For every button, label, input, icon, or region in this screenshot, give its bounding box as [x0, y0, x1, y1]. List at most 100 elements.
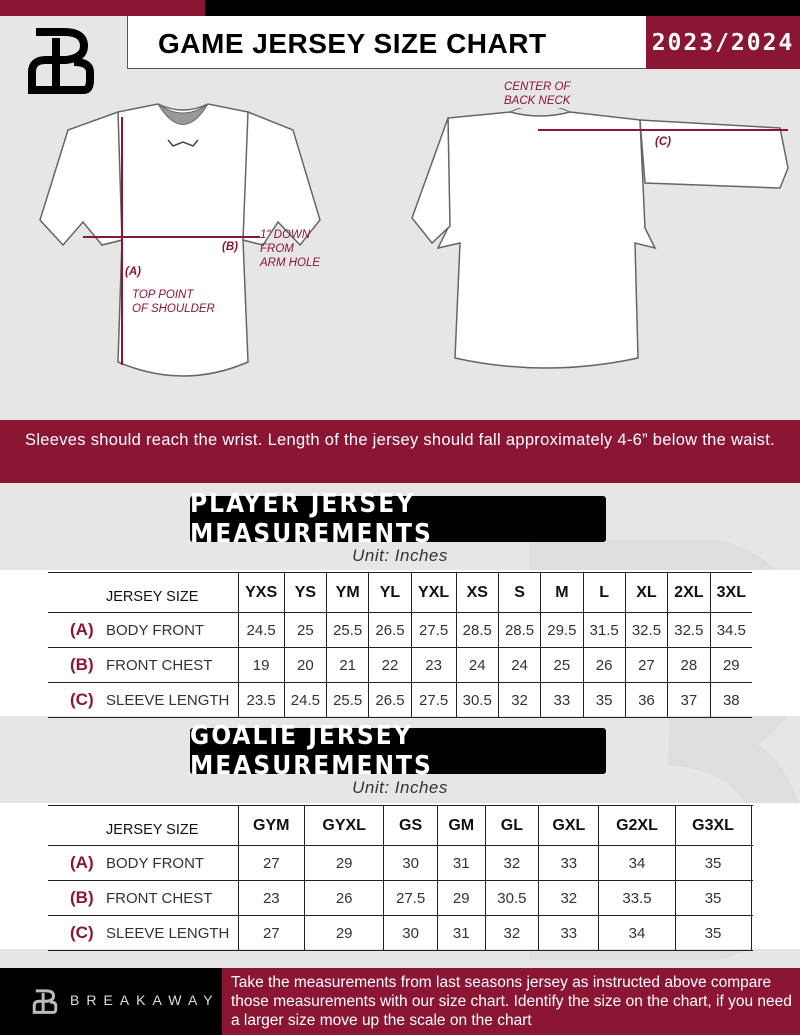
- value-cell: 20: [283, 647, 328, 683]
- value-cell: 27.5: [410, 612, 457, 648]
- row-label: SLEEVE LENGTH: [106, 692, 230, 709]
- row-label: BODY FRONT: [106, 855, 205, 872]
- brand-logo: [28, 28, 94, 94]
- size-header: G3XL: [674, 805, 752, 846]
- value-cell: 29: [709, 647, 752, 683]
- size-header: GL: [484, 805, 540, 846]
- row-label-cell: (C) SLEEVE LENGTH: [48, 915, 239, 951]
- row-label-cell: (A) BODY FRONT: [48, 612, 239, 648]
- value-cell: [750, 915, 752, 951]
- value-cell: 26: [304, 880, 385, 916]
- goalie-unit: Unit: Inches: [352, 778, 448, 797]
- row-letter: (C): [70, 690, 94, 709]
- value-cell: 28: [667, 647, 711, 683]
- row-label: FRONT CHEST: [106, 890, 213, 907]
- size-label: JERSEY SIZE: [48, 805, 239, 846]
- back-jersey-diagram: [411, 108, 789, 369]
- label-b-description: 1" DOWN FROM ARM HOLE: [260, 229, 321, 269]
- value-cell: 32.5: [624, 612, 669, 648]
- value-cell: 32: [538, 880, 600, 916]
- row-label: BODY FRONT: [106, 622, 205, 639]
- instructions-banner: Sleeves should reach the wrist. Length o…: [0, 420, 800, 483]
- value-cell: 27: [237, 915, 306, 951]
- value-cell: 23: [237, 880, 306, 916]
- value-cell: [750, 880, 752, 916]
- header-row: JERSEY SIZE GYM GYXL GS GM GL GXL G2XL G3XL: [48, 805, 752, 846]
- row-label-cell: (B) FRONT CHEST: [48, 880, 239, 916]
- label-c: (C): [655, 136, 671, 148]
- table-row: (A) BODY FRONT 27 29 30 31 32 33 34 35: [48, 845, 752, 881]
- size-header: 3XL: [709, 572, 752, 613]
- value-cell: 31: [436, 915, 486, 951]
- row-letter: (C): [70, 923, 94, 942]
- row-label: SLEEVE LENGTH: [106, 925, 230, 942]
- label-b: (B): [222, 241, 238, 253]
- value-cell: 38: [709, 682, 752, 718]
- value-cell: 33: [538, 915, 600, 951]
- value-cell: 26.5: [368, 612, 412, 648]
- value-cell: 28.5: [455, 612, 499, 648]
- value-cell: 34: [598, 915, 676, 951]
- size-header: GYXL: [304, 805, 385, 846]
- value-cell: 24.5: [237, 612, 285, 648]
- value-cell: 35: [674, 915, 752, 951]
- value-cell: 24.5: [283, 682, 328, 718]
- value-cell: 21: [326, 647, 370, 683]
- size-header: YXL: [410, 572, 457, 613]
- value-cell: 34: [598, 845, 676, 881]
- row-letter: (A): [70, 620, 94, 639]
- value-cell: 23: [410, 647, 457, 683]
- size-header: 2XL: [667, 572, 711, 613]
- player-size-table: JERSEY SIZE YXS YS YM YL YXL XS S M L XL 2XL 3XL (A) B…: [48, 572, 752, 718]
- value-cell: 32: [484, 845, 540, 881]
- value-cell: 35: [674, 880, 752, 916]
- row-letter: (B): [70, 655, 94, 674]
- front-jersey-diagram: [39, 103, 321, 377]
- value-cell: 35: [674, 845, 752, 881]
- row-letter: (B): [70, 888, 94, 907]
- value-cell: 35: [582, 682, 626, 718]
- value-cell: 26.5: [368, 682, 412, 718]
- size-header: GM: [436, 805, 486, 846]
- table-row: (C) SLEEVE LENGTH 27 29 30 31 32 33 34 35: [48, 915, 752, 951]
- size-header: YM: [326, 572, 370, 613]
- size-label: JERSEY SIZE: [48, 572, 239, 613]
- value-cell: 33: [538, 845, 600, 881]
- footer-brand-name: BREAKAWAY: [70, 992, 220, 1008]
- value-cell: 33.5: [598, 880, 676, 916]
- label-a: (A): [125, 266, 141, 278]
- label-c-description: CENTER OF BACK NECK: [504, 81, 571, 107]
- value-cell: 27.5: [410, 682, 457, 718]
- value-cell: 25: [283, 612, 328, 648]
- label-a-description: TOP POINT OF SHOULDER: [132, 289, 215, 315]
- size-header: G2XL: [598, 805, 676, 846]
- size-header: XL: [624, 572, 669, 613]
- value-cell: 27: [624, 647, 669, 683]
- row-label: FRONT CHEST: [106, 657, 213, 674]
- season-label: 2023/2024: [646, 16, 800, 69]
- value-cell: 30: [383, 845, 438, 881]
- page-title: GAME JERSEY SIZE CHART: [158, 28, 547, 59]
- size-header: GXL: [538, 805, 600, 846]
- value-cell: 23.5: [237, 682, 285, 718]
- player-section-title: PLAYER JERSEY MEASUREMENTS: [190, 489, 606, 549]
- value-cell: 25.5: [326, 612, 370, 648]
- table-row: (B) FRONT CHEST 23 26 27.5 29 30.5 32 33.5 35: [48, 880, 752, 916]
- value-cell: 28.5: [497, 612, 542, 648]
- value-cell: 29.5: [540, 612, 584, 648]
- value-cell: 19: [237, 647, 285, 683]
- table-row: (A) BODY FRONT 24.5 25 25.5 26.5 27.5 28.5 28.5 2…: [48, 612, 752, 648]
- value-cell: 34.5: [709, 612, 752, 648]
- header-row: JERSEY SIZE YXS YS YM YL YXL XS S M L XL 2XL 3XL: [48, 572, 752, 613]
- title-box: GAME JERSEY SIZE CHART: [127, 16, 647, 69]
- table-row: (B) FRONT CHEST 19 20 21 22 23 24 24 25 26 27 28 29: [48, 647, 752, 683]
- top-black-bar: [205, 0, 800, 16]
- value-cell: 25: [540, 647, 584, 683]
- size-header: L: [582, 572, 626, 613]
- value-cell: 29: [304, 845, 385, 881]
- size-header: [750, 805, 752, 846]
- size-header: S: [497, 572, 542, 613]
- value-cell: 32: [497, 682, 542, 718]
- goalie-size-table: JERSEY SIZE GYM GYXL GS GM GL GXL G2XL G3XL (A) BO…: [48, 805, 752, 951]
- player-unit: Unit: Inches: [352, 546, 448, 565]
